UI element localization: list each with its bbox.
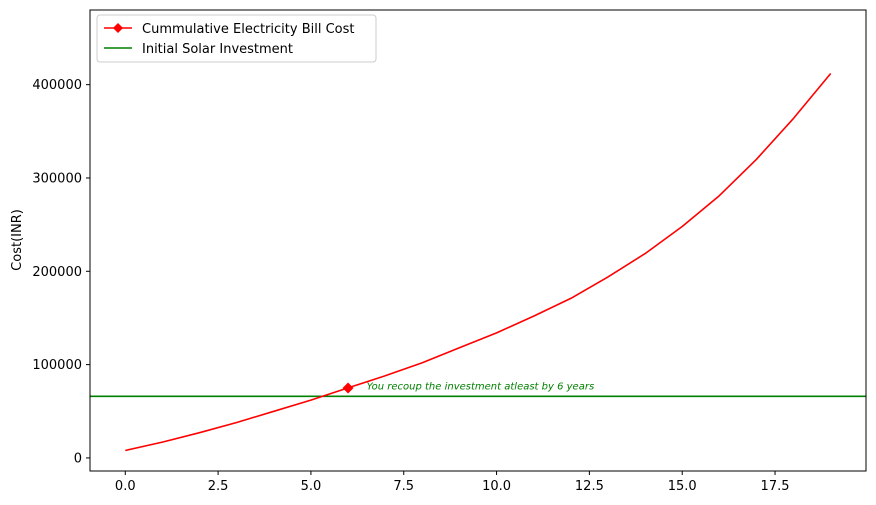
x-tick-label: 17.5	[761, 479, 790, 494]
annotation-layer: You recoup the investment atleast by 6 y…	[367, 382, 595, 393]
plot-frame	[89, 9, 867, 472]
y-tick-label: 400000	[32, 78, 82, 93]
x-tick-label: 12.5	[575, 479, 604, 494]
marker-layer	[342, 382, 354, 394]
x-tick-label: 0.0	[115, 479, 136, 494]
series-layer	[125, 72, 832, 452]
legend-label-bill-cost: Cummulative Electricity Bill Cost	[142, 22, 355, 37]
x-tick-label: 15.0	[668, 479, 697, 494]
y-axis-label: Cost(INR)	[10, 209, 25, 271]
legend-box	[96, 14, 377, 63]
legend: Cummulative Electricity Bill Cost Initia…	[96, 14, 377, 63]
y-tick-label: 300000	[32, 171, 82, 186]
x-tick-label: 10.0	[482, 479, 511, 494]
y-tick-label: 100000	[32, 358, 82, 373]
y-tick-label: 200000	[32, 265, 82, 280]
bill-cost-line	[125, 72, 832, 452]
plot-area	[90, 10, 866, 471]
diamond-marker	[342, 382, 354, 394]
x-tick-label: 2.5	[208, 479, 229, 494]
y-tick-label: 0	[74, 451, 82, 466]
legend-label-solar-investment: Initial Solar Investment	[142, 42, 293, 57]
y-axis: 0 100000 200000 300000 400000	[32, 78, 90, 466]
annotation-text: You recoup the investment atleast by 6 y…	[367, 382, 595, 393]
legend-marker-diamond-icon	[113, 23, 123, 33]
x-axis: 0.0 2.5 5.0 7.5 10.0 12.5 15.0 17.5	[115, 471, 790, 494]
x-tick-label: 5.0	[301, 479, 322, 494]
x-tick-label: 7.5	[393, 479, 414, 494]
